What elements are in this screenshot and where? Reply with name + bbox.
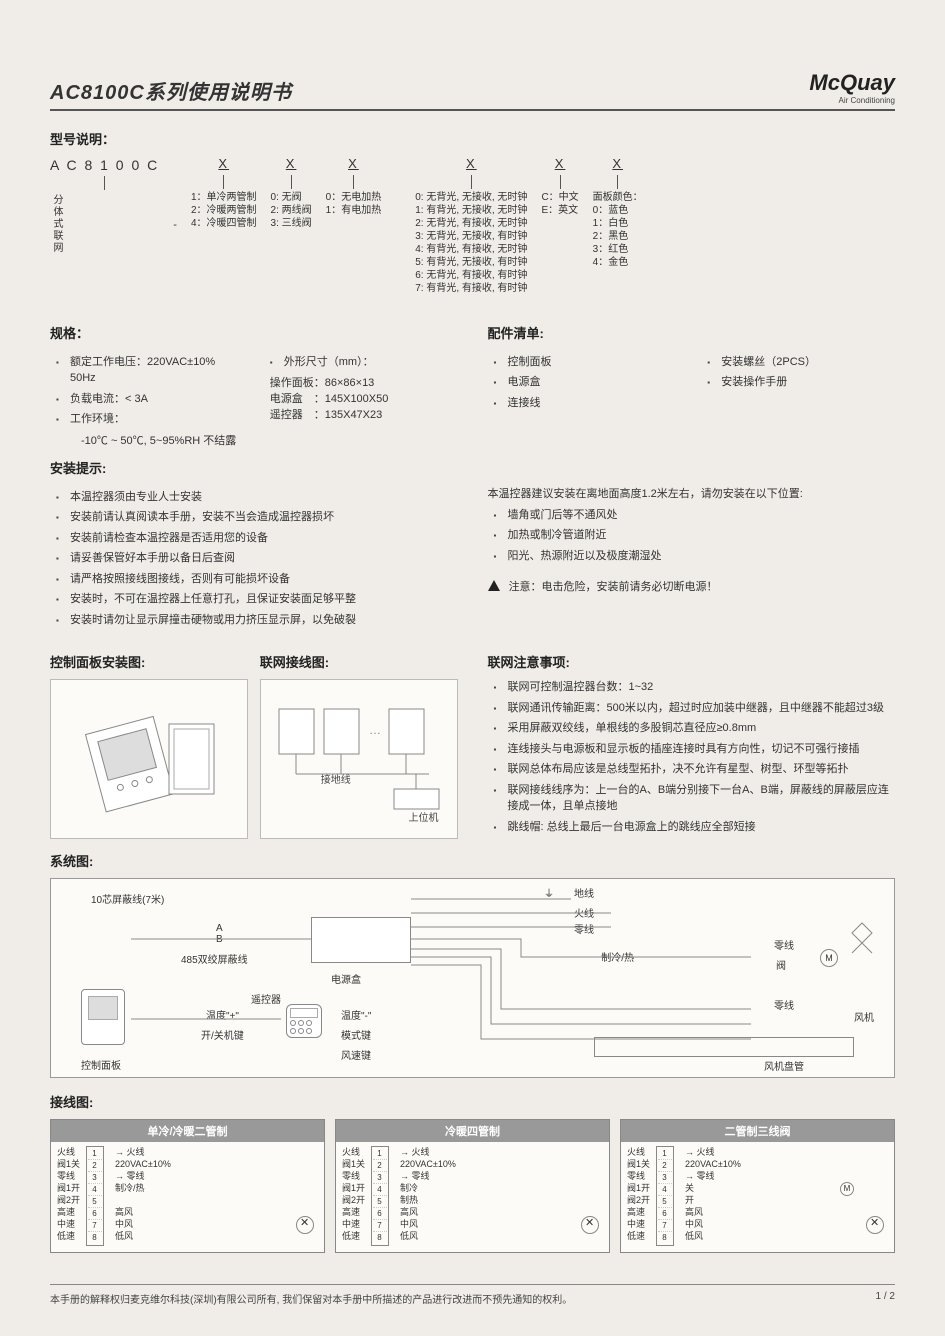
system-lines	[51, 879, 894, 1077]
net-svg: …	[269, 699, 449, 819]
model-col-3: X 0: 无背光, 无接收, 无时钟 1: 有背光, 无接收, 无时钟 2: 无…	[415, 156, 527, 295]
model-col-2: X 0：无电加热 1：有电加热	[326, 156, 382, 217]
model-heading: 型号说明：	[50, 129, 895, 148]
wiring-heading: 接线图:	[50, 1092, 895, 1111]
system-heading: 系统图:	[50, 851, 895, 870]
fan-icon	[581, 1216, 599, 1234]
specs-parts-row: 规格： 额定工作电压：220VAC±10% 50Hz 负载电流：< 3A 工作环…	[50, 313, 895, 448]
model-col-0: X 1：单冷两管制 2：冷暖两管制 4：冷暖四管制	[191, 156, 257, 230]
motor-icon: M	[840, 1182, 854, 1196]
panel-install-diagram	[50, 679, 248, 839]
model-col-0-list: 1：单冷两管制 2：冷暖两管制 4：冷暖四管制	[191, 191, 257, 230]
warning-icon	[488, 580, 500, 591]
parts-heading: 配件清单:	[488, 323, 896, 342]
system-diagram: 10芯屏蔽线(7米) A B 485双绞屏蔽线 遥控器 电源盒 控制面板 温度"…	[50, 878, 895, 1078]
diagram-net-row: 控制面板安装图: 联网	[50, 642, 895, 839]
brand-block: McQuay Air Conditioning	[809, 70, 895, 105]
wiring-table-2: 二管制三线阀 火线 阀1关 零线 阀1开 阀2开 高速 中速 低速 123456…	[620, 1119, 895, 1253]
panel-svg	[74, 699, 224, 819]
fan-icon	[296, 1216, 314, 1234]
model-col-4: X C：中文 E：英文	[541, 156, 578, 217]
net-notes-heading: 联网注意事项:	[488, 652, 896, 671]
net-wiring-diagram: … 接地线 上位机	[260, 679, 458, 839]
warning-text: 注意：电击危险，安装前请务必切断电源！	[509, 581, 718, 593]
header: AC8100C系列使用说明书 McQuay Air Conditioning	[50, 70, 895, 111]
svg-text:…: …	[369, 723, 381, 737]
wiring-table-0: 单冷/冷暖二管制 火线 阀1关 零线 阀1开 阀2开 高速 中速 低速 1234…	[50, 1119, 325, 1253]
install-row: 本温控器须由专业人士安装 安装前请认真阅读本手册，安装不当会造成温控器损坏 安装…	[50, 485, 895, 633]
doc-title: AC8100C系列使用说明书	[50, 76, 292, 105]
wiring-table-1: 冷暖四管制 火线 阀1关 零线 阀1开 阀2开 高速 中速 低速 1234567…	[335, 1119, 610, 1253]
net-diagram-heading: 联网接线图:	[260, 652, 458, 671]
install-heading: 安装提示:	[50, 458, 895, 477]
brand-sub: Air Conditioning	[809, 96, 895, 105]
model-col-1: X 0: 无阀 2: 两线阀 3: 三线阀	[271, 156, 312, 230]
specs-heading: 规格：	[50, 323, 458, 342]
footer: 本手册的解释权归麦克维尔科技(深圳)有限公司所有, 我们保留对本手册中所描述的产…	[50, 1284, 895, 1306]
wiring-row: 单冷/冷暖二管制 火线 阀1关 零线 阀1开 阀2开 高速 中速 低速 1234…	[50, 1119, 895, 1253]
panel-diagram-heading: 控制面板安装图:	[50, 652, 248, 671]
footer-text: 本手册的解释权归麦克维尔科技(深圳)有限公司所有, 我们保留对本手册中所描述的产…	[50, 1291, 572, 1306]
model-base-note: 分体式联网	[50, 194, 63, 254]
model-col-5: X 面板颜色： 0：蓝色 1：白色 2：黑色 3：红色 4：金色	[593, 156, 643, 269]
model-row: A C 8 1 0 0 C 分体式联网 - X 1：单冷两管制 2：冷暖两管制 …	[50, 156, 895, 295]
brand-name: McQuay	[809, 70, 895, 96]
model-base-text: A C 8 1 0 0 C	[50, 157, 159, 173]
model-base: A C 8 1 0 0 C 分体式联网	[50, 156, 159, 254]
fan-icon	[866, 1216, 884, 1234]
page-number: 1 / 2	[876, 1291, 895, 1306]
